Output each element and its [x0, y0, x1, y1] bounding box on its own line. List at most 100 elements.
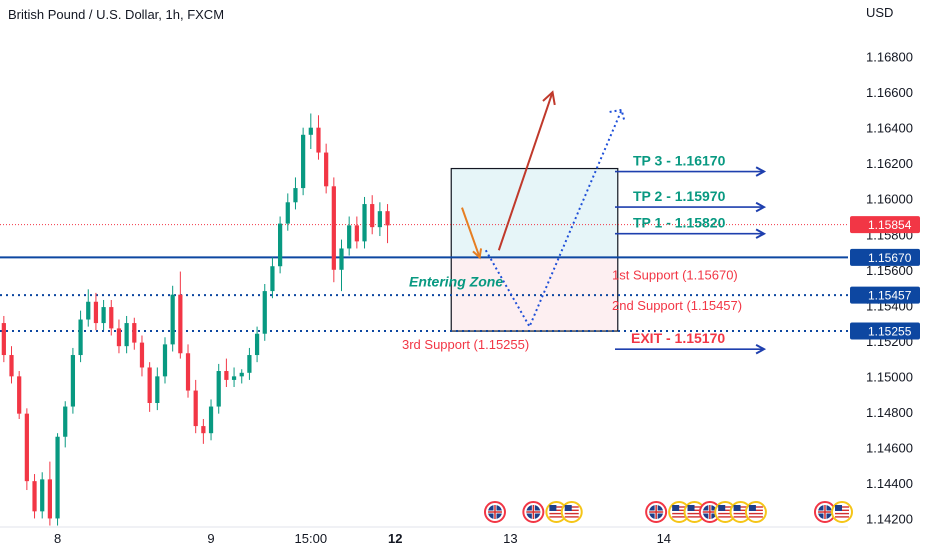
x-tick-label: 13 [503, 531, 517, 546]
tp-target-1[interactable]: TP 3 - 1.16170 [615, 153, 767, 177]
x-axis[interactable]: 8 9 15:00 12 13 14 [54, 531, 671, 546]
candle-body [254, 333, 260, 356]
entry-arrow-line[interactable] [461, 207, 481, 258]
candle [17, 371, 22, 419]
candle [201, 418, 206, 444]
tp-target-2[interactable]: TP 2 - 1.15970 [615, 188, 767, 213]
us-flag-icon[interactable] [545, 501, 568, 523]
candle-body [70, 355, 76, 407]
candle-body [124, 323, 129, 347]
candle [339, 239, 344, 292]
candle-body [185, 353, 191, 391]
candle [109, 299, 114, 336]
candle [185, 344, 191, 398]
y-tick-label: 1.16600 [866, 85, 913, 100]
uk-flag-icon[interactable] [698, 501, 721, 523]
us-flag-icon[interactable] [714, 501, 737, 523]
candle [116, 319, 122, 354]
badge-canton [549, 505, 557, 511]
candles [1, 113, 390, 526]
candle-body [47, 479, 52, 519]
entry-arrow-head [472, 248, 483, 260]
support-label-1: 1st Support (1.15670) [612, 267, 738, 282]
candle-body [377, 211, 382, 228]
us-flag-icon[interactable] [831, 501, 853, 523]
candle-body [308, 127, 313, 135]
candle-body [116, 328, 122, 347]
candle [9, 346, 14, 384]
candle [224, 358, 229, 388]
price-box-bg [850, 286, 920, 304]
badge-canton [748, 505, 756, 511]
tp-label: TP 3 - 1.16170 [633, 153, 726, 169]
entering-zone-box[interactable] [450, 167, 619, 332]
x-tick-label: 9 [207, 531, 214, 546]
candle [1, 315, 6, 363]
y-axis[interactable]: 1.16800 1.16600 1.16400 1.16200 1.16000 1.158… [850, 50, 920, 527]
candle [24, 408, 29, 491]
candle [293, 177, 298, 210]
candle-body [231, 376, 237, 380]
candle-body [339, 248, 344, 270]
target-arrow-head [755, 343, 767, 355]
level-price-badge-2[interactable]: 1.15457 [850, 286, 920, 304]
candle-body [40, 479, 45, 512]
candle [262, 283, 267, 341]
candle-body [86, 301, 91, 320]
candle [55, 433, 60, 526]
candle [247, 347, 252, 380]
annotation-labels[interactable]: TP 3 - 1.16170 TP 2 - 1.15970 TP 1 - 1.158… [402, 153, 767, 355]
y-tick-label: 1.14600 [866, 440, 913, 455]
candle [208, 399, 214, 441]
candle [78, 310, 83, 363]
price-levels[interactable] [0, 224, 848, 333]
bullish-arrow-line[interactable] [497, 91, 554, 251]
uk-flag-icon[interactable] [483, 501, 506, 523]
candle [354, 216, 359, 249]
y-tick-label: 1.14800 [866, 405, 913, 420]
price-box-text: 1.15854 [868, 218, 912, 232]
candle-body [193, 390, 198, 427]
candle-body [170, 294, 175, 345]
projection-arrows[interactable] [461, 90, 626, 329]
last-price-badge[interactable]: 1.15854 [850, 216, 920, 234]
candle [86, 289, 91, 327]
y-tick-label: 1.14400 [866, 476, 913, 491]
badge-canton [564, 505, 572, 511]
candle-body [162, 344, 168, 377]
candle-body [239, 372, 244, 377]
candle-body [347, 225, 352, 249]
candle [385, 204, 390, 244]
us-flag-icon[interactable] [744, 501, 767, 523]
event-badges[interactable] [483, 501, 853, 523]
uk-flag-icon[interactable] [522, 501, 545, 523]
candle-body [285, 202, 290, 224]
badge-canton [718, 505, 726, 511]
candle-body [139, 342, 145, 368]
badge-canton [687, 505, 695, 511]
price-box-bg [850, 322, 920, 340]
candle [124, 315, 129, 354]
x-tick-label: 14 [657, 531, 671, 546]
candle [285, 193, 290, 231]
candle [362, 196, 367, 249]
price-box-text: 1.15670 [868, 251, 912, 265]
candle [155, 367, 160, 411]
candle [63, 401, 68, 448]
level-price-badge-1[interactable]: 1.15670 [850, 248, 920, 266]
us-flag-icon[interactable] [560, 501, 583, 523]
candle [162, 337, 168, 384]
candle-body [93, 301, 99, 324]
bullish-arrow-head [542, 90, 556, 106]
tp-target-3[interactable]: TP 1 - 1.15820 [615, 215, 767, 239]
candle-body [370, 204, 375, 228]
level-price-badge-3[interactable]: 1.15255 [850, 322, 920, 340]
exit-target[interactable]: EXIT - 1.15170 [615, 330, 767, 355]
y-tick-label: 1.16200 [866, 156, 913, 171]
candle [270, 257, 275, 299]
us-flag-icon[interactable] [668, 501, 691, 523]
candle-body [178, 294, 183, 354]
uk-flag-icon[interactable] [645, 501, 668, 523]
